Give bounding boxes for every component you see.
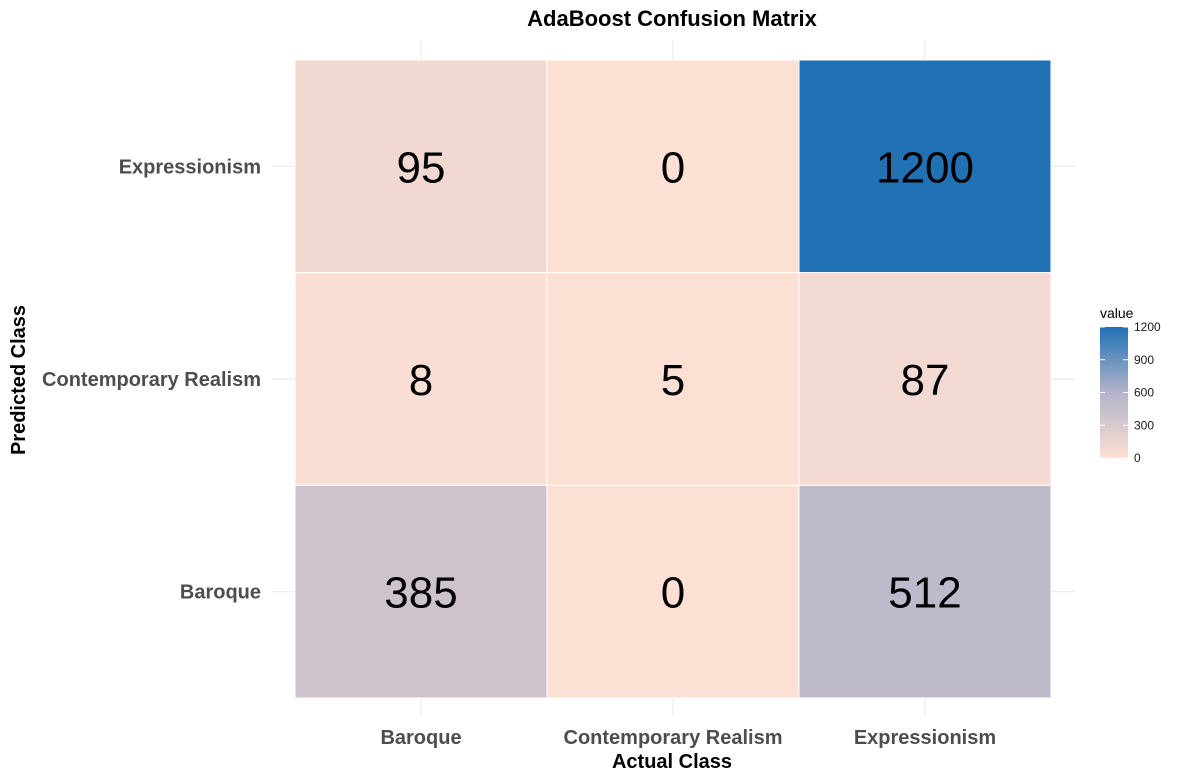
x-tick-label: Contemporary Realism: [564, 727, 783, 749]
legend-title: value: [1100, 305, 1134, 321]
legend-tick-label: 900: [1134, 353, 1154, 367]
color-legend: value 0 300 600 900 1200: [1100, 305, 1161, 465]
legend-tick-label: 1200: [1134, 320, 1161, 334]
y-axis-title: Predicted Class: [8, 305, 30, 455]
heatmap-cell: [546, 484, 800, 699]
y-tick-label: Contemporary Realism: [42, 369, 261, 391]
legend-tick-label: 0: [1134, 451, 1141, 465]
heatmap-cell: [798, 59, 1052, 274]
heatmap-cell: [294, 484, 548, 699]
x-axis-tick-labels: Baroque Contemporary Realism Expressionism: [380, 727, 996, 749]
x-tick-label: Expressionism: [854, 727, 996, 749]
chart-title: AdaBoost Confusion Matrix: [527, 6, 817, 31]
heatmap-cell: [294, 272, 548, 486]
legend-tick-label: 600: [1134, 386, 1154, 400]
cell-value-label: 1200: [876, 143, 974, 192]
x-tick-label: Baroque: [380, 727, 461, 749]
cell-value-label: 512: [888, 569, 961, 618]
y-axis-tick-labels: Baroque Contemporary Realism Expressionism: [42, 156, 261, 603]
legend-tick-label: 300: [1134, 418, 1154, 432]
legend-ticks: 0 300 600 900 1200: [1100, 320, 1161, 465]
cell-value-label: 385: [384, 569, 457, 618]
heatmap-cell: [798, 272, 1052, 486]
cell-value-label: 0: [661, 143, 685, 192]
cell-value-label: 0: [661, 569, 685, 618]
x-axis-title: Actual Class: [612, 751, 732, 773]
heatmap-cell: [546, 272, 800, 486]
cell-value-label: 5: [661, 356, 685, 405]
y-tick-label: Baroque: [180, 582, 261, 604]
cell-value-label: 95: [397, 143, 446, 192]
heatmap-cells: [294, 59, 1052, 699]
cell-value-label: 8: [409, 356, 433, 405]
y-tick-label: Expressionism: [119, 156, 261, 178]
heatmap-cell: [798, 484, 1052, 699]
heatmap-cell: [294, 59, 548, 274]
cell-value-label: 87: [901, 356, 950, 405]
cell-value-labels: 95 0 1200 8 5 87 385 0 512: [384, 143, 974, 617]
